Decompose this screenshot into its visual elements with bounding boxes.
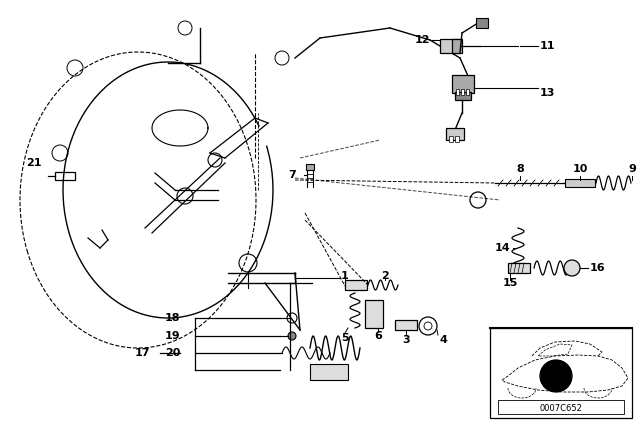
Text: 3: 3 [402, 335, 410, 345]
Text: 4: 4 [440, 335, 448, 345]
Text: 21: 21 [26, 158, 42, 168]
Text: 12: 12 [415, 35, 430, 45]
Text: 15: 15 [502, 278, 518, 288]
Text: 1: 1 [341, 271, 349, 281]
Text: 0007C652: 0007C652 [540, 404, 582, 413]
Text: 6: 6 [374, 331, 382, 341]
Bar [452, 75, 474, 93]
Text: 9: 9 [628, 164, 636, 174]
Bar [565, 179, 595, 187]
Bar [466, 89, 469, 95]
Text: 20: 20 [164, 348, 180, 358]
Bar [365, 300, 383, 328]
Text: 10: 10 [572, 164, 588, 174]
Text: 19: 19 [164, 331, 180, 341]
Bar [345, 280, 367, 290]
Bar [449, 136, 453, 142]
Bar [461, 89, 464, 95]
Text: 13: 13 [540, 88, 556, 98]
Text: 17: 17 [134, 348, 150, 358]
Bar [508, 263, 530, 273]
Bar [455, 136, 459, 142]
Bar [456, 89, 459, 95]
Circle shape [288, 332, 296, 340]
Bar [498, 400, 624, 414]
Bar [446, 128, 464, 140]
Text: 14: 14 [494, 243, 510, 253]
Text: 16: 16 [590, 263, 605, 273]
Bar [55, 172, 75, 180]
Text: 5: 5 [341, 333, 349, 343]
Bar [455, 92, 471, 100]
Bar [310, 364, 348, 380]
Bar [452, 39, 462, 53]
Text: 2: 2 [381, 271, 389, 281]
Text: 8: 8 [516, 164, 524, 174]
Bar [490, 328, 632, 418]
Bar [306, 164, 314, 170]
Bar [476, 18, 488, 28]
Circle shape [540, 360, 572, 392]
Text: 11: 11 [540, 41, 556, 51]
Circle shape [564, 260, 580, 276]
Text: 7: 7 [288, 170, 296, 180]
Bar [440, 39, 460, 53]
Text: 18: 18 [164, 313, 180, 323]
Bar [395, 320, 417, 330]
